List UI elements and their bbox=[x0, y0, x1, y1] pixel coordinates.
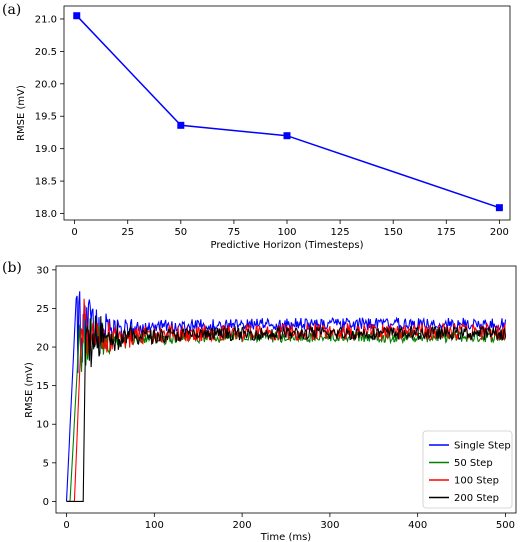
legend-frame bbox=[422, 430, 513, 509]
data-point-marker bbox=[495, 204, 503, 212]
data-point-marker bbox=[177, 121, 185, 129]
series-line bbox=[66, 315, 507, 502]
x-tick-label: 50 bbox=[174, 227, 187, 238]
x-tick-label: 100 bbox=[145, 520, 164, 531]
panel-b-label: (b) bbox=[2, 260, 22, 276]
y-tick-label: 30 bbox=[36, 265, 49, 276]
y-tick-label: 25 bbox=[36, 304, 49, 315]
y-tick-label: 18.5 bbox=[35, 177, 57, 188]
y-tick-label: 0 bbox=[43, 497, 49, 508]
legend-label: 200 Step bbox=[454, 493, 499, 504]
legend-label: 50 Step bbox=[454, 458, 493, 469]
x-tick-label: 150 bbox=[384, 227, 403, 238]
x-tick-label: 200 bbox=[233, 520, 252, 531]
data-point-marker bbox=[283, 132, 291, 140]
x-tick-label: 175 bbox=[437, 227, 456, 238]
x-tick-label: 300 bbox=[320, 520, 339, 531]
legend-label: 100 Step bbox=[454, 476, 499, 487]
data-point-marker bbox=[73, 12, 81, 20]
x-tick-label: 100 bbox=[277, 227, 296, 238]
x-tick-label: 500 bbox=[496, 520, 515, 531]
y-tick-label: 5 bbox=[43, 458, 49, 469]
x-tick-label: 400 bbox=[408, 520, 427, 531]
panel-b: (b) 0 100 200 300 400 500 0 5 10 15 20 25 30 Time (m… bbox=[2, 260, 517, 542]
y-tick-label: 19.5 bbox=[35, 112, 57, 123]
x-tick-label: 75 bbox=[228, 227, 241, 238]
x-tick-label: 200 bbox=[490, 227, 509, 238]
panel-b-axes-frame bbox=[55, 265, 517, 514]
x-tick-label: 0 bbox=[63, 520, 69, 531]
y-tick-label: 10 bbox=[36, 420, 49, 431]
panel-a-series bbox=[73, 12, 503, 212]
x-tick-label: 0 bbox=[71, 227, 77, 238]
legend-label: Single Step bbox=[454, 441, 511, 452]
panel-a-xlabel: Predictive Horizon (Timesteps) bbox=[211, 240, 364, 251]
panel-b-legend: Single Step 50 Step 100 Step 200 Step bbox=[422, 430, 513, 509]
panel-b-xlabel: Time (ms) bbox=[260, 532, 312, 542]
y-tick-label: 19.0 bbox=[35, 144, 57, 155]
panel-b-series bbox=[65, 291, 507, 502]
x-tick-label: 25 bbox=[121, 227, 134, 238]
y-tick-label: 20.5 bbox=[35, 47, 57, 58]
series-line bbox=[76, 15, 500, 209]
panel-b-ylabel: RMSE (mV) bbox=[24, 362, 35, 418]
x-tick-label: 125 bbox=[331, 227, 350, 238]
y-tick-label: 18.0 bbox=[35, 209, 57, 220]
panel-a-label: (a) bbox=[2, 2, 21, 18]
y-tick-label: 20.0 bbox=[35, 79, 57, 90]
panel-a-ylabel: RMSE (mV) bbox=[16, 85, 27, 141]
panel-a: (a) 0 25 50 75 100 125 150 175 200 18.0 18.5 19.0 19… bbox=[2, 2, 511, 251]
y-tick-label: 20 bbox=[36, 343, 49, 354]
y-tick-label: 21.0 bbox=[35, 14, 57, 25]
y-tick-label: 15 bbox=[36, 381, 49, 392]
